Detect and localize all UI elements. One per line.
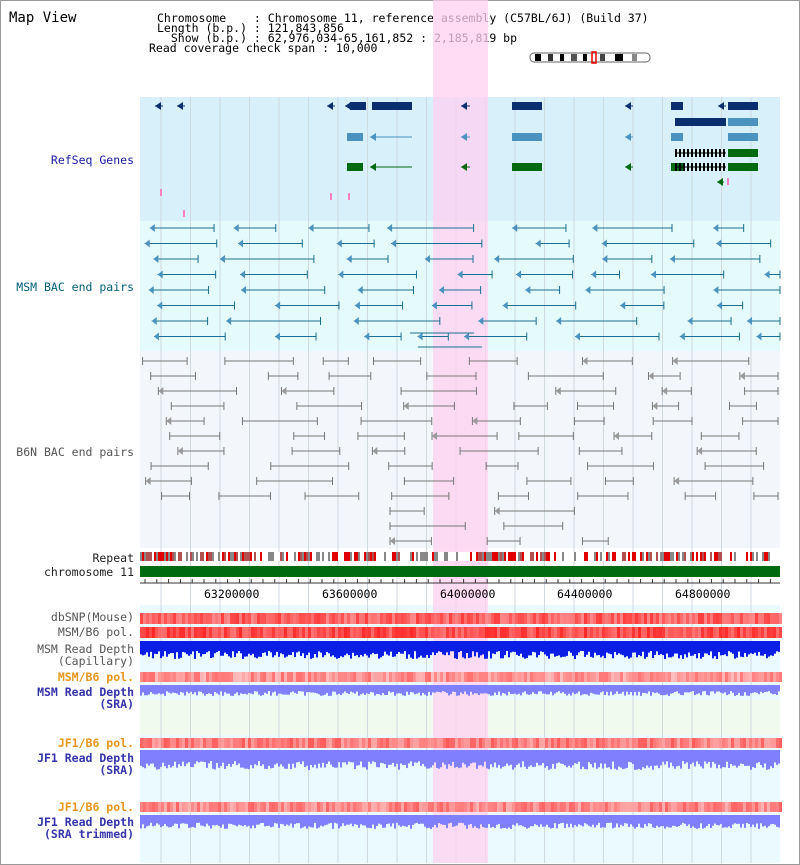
- label-msm-depth-cap: MSM Read Depth: [37, 642, 134, 656]
- label-jf1-trimmed-sub: (SRA trimmed): [43, 827, 134, 841]
- label-jf1-depth-sra: JF1 Read Depth: [37, 751, 134, 765]
- info-length: Length (b.p.) : 121,843,856: [157, 21, 344, 35]
- label-dbsnp: dbSNP(Mouse): [50, 610, 134, 624]
- label-jf1-pol: JF1/B6 pol.: [57, 736, 134, 750]
- axis-tick-3: 64000000: [440, 587, 496, 601]
- label-refseq[interactable]: RefSeq Genes: [50, 153, 134, 167]
- label-msm-b6-pol-2: MSM/B6 pol.: [57, 670, 134, 684]
- axis-tick-1: 63200000: [204, 587, 260, 601]
- info-coverage-span: Read coverage check span : 10,000: [149, 41, 378, 55]
- axis-tick-5: 64800000: [675, 587, 731, 601]
- label-jf1-pol-2: JF1/B6 pol.: [57, 800, 134, 814]
- label-b6n-bac[interactable]: B6N BAC end pairs: [16, 445, 134, 459]
- label-jf1-depth-sra-sub: (SRA): [99, 763, 134, 777]
- label-msm-depth-cap-sub: (Capillary): [57, 654, 134, 668]
- label-msm-depth-sra-sub: (SRA): [99, 697, 134, 711]
- axis-tick-2: 63600000: [322, 587, 378, 601]
- label-msm-bac[interactable]: MSM BAC end pairs: [16, 280, 134, 294]
- axis-tick-4: 64400000: [557, 587, 613, 601]
- map-view-title: Map View: [9, 10, 77, 26]
- label-chromosome: chromosome 11: [43, 565, 134, 579]
- label-jf1-trimmed: JF1 Read Depth: [37, 815, 134, 829]
- label-msm-depth-sra: MSM Read Depth: [37, 685, 134, 699]
- label-msm-b6-pol: MSM/B6 pol.: [57, 625, 134, 639]
- label-repeat: Repeat: [92, 551, 134, 565]
